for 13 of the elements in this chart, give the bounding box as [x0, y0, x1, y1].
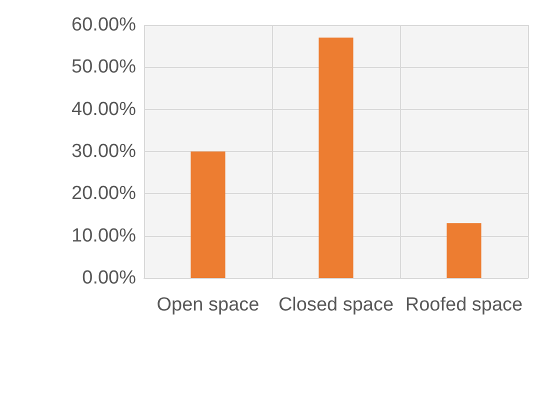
- y-tick-label: 40.00%: [72, 98, 136, 120]
- y-tick-label: 0.00%: [82, 268, 136, 288]
- x-tick-label: Roofed space: [405, 294, 523, 316]
- y-tick-label: 10.00%: [72, 225, 136, 246]
- bar: [318, 38, 354, 278]
- y-tick-label: 30.00%: [72, 141, 136, 162]
- x-tick-label: Closed space: [278, 294, 394, 316]
- bar: [446, 223, 482, 278]
- y-tick-label: 20.00%: [72, 183, 136, 204]
- x-tick-label: Open space: [156, 294, 260, 316]
- y-tick-label: 50.00%: [72, 56, 136, 78]
- bar: [190, 152, 226, 278]
- y-tick-label: 60.00%: [72, 14, 136, 36]
